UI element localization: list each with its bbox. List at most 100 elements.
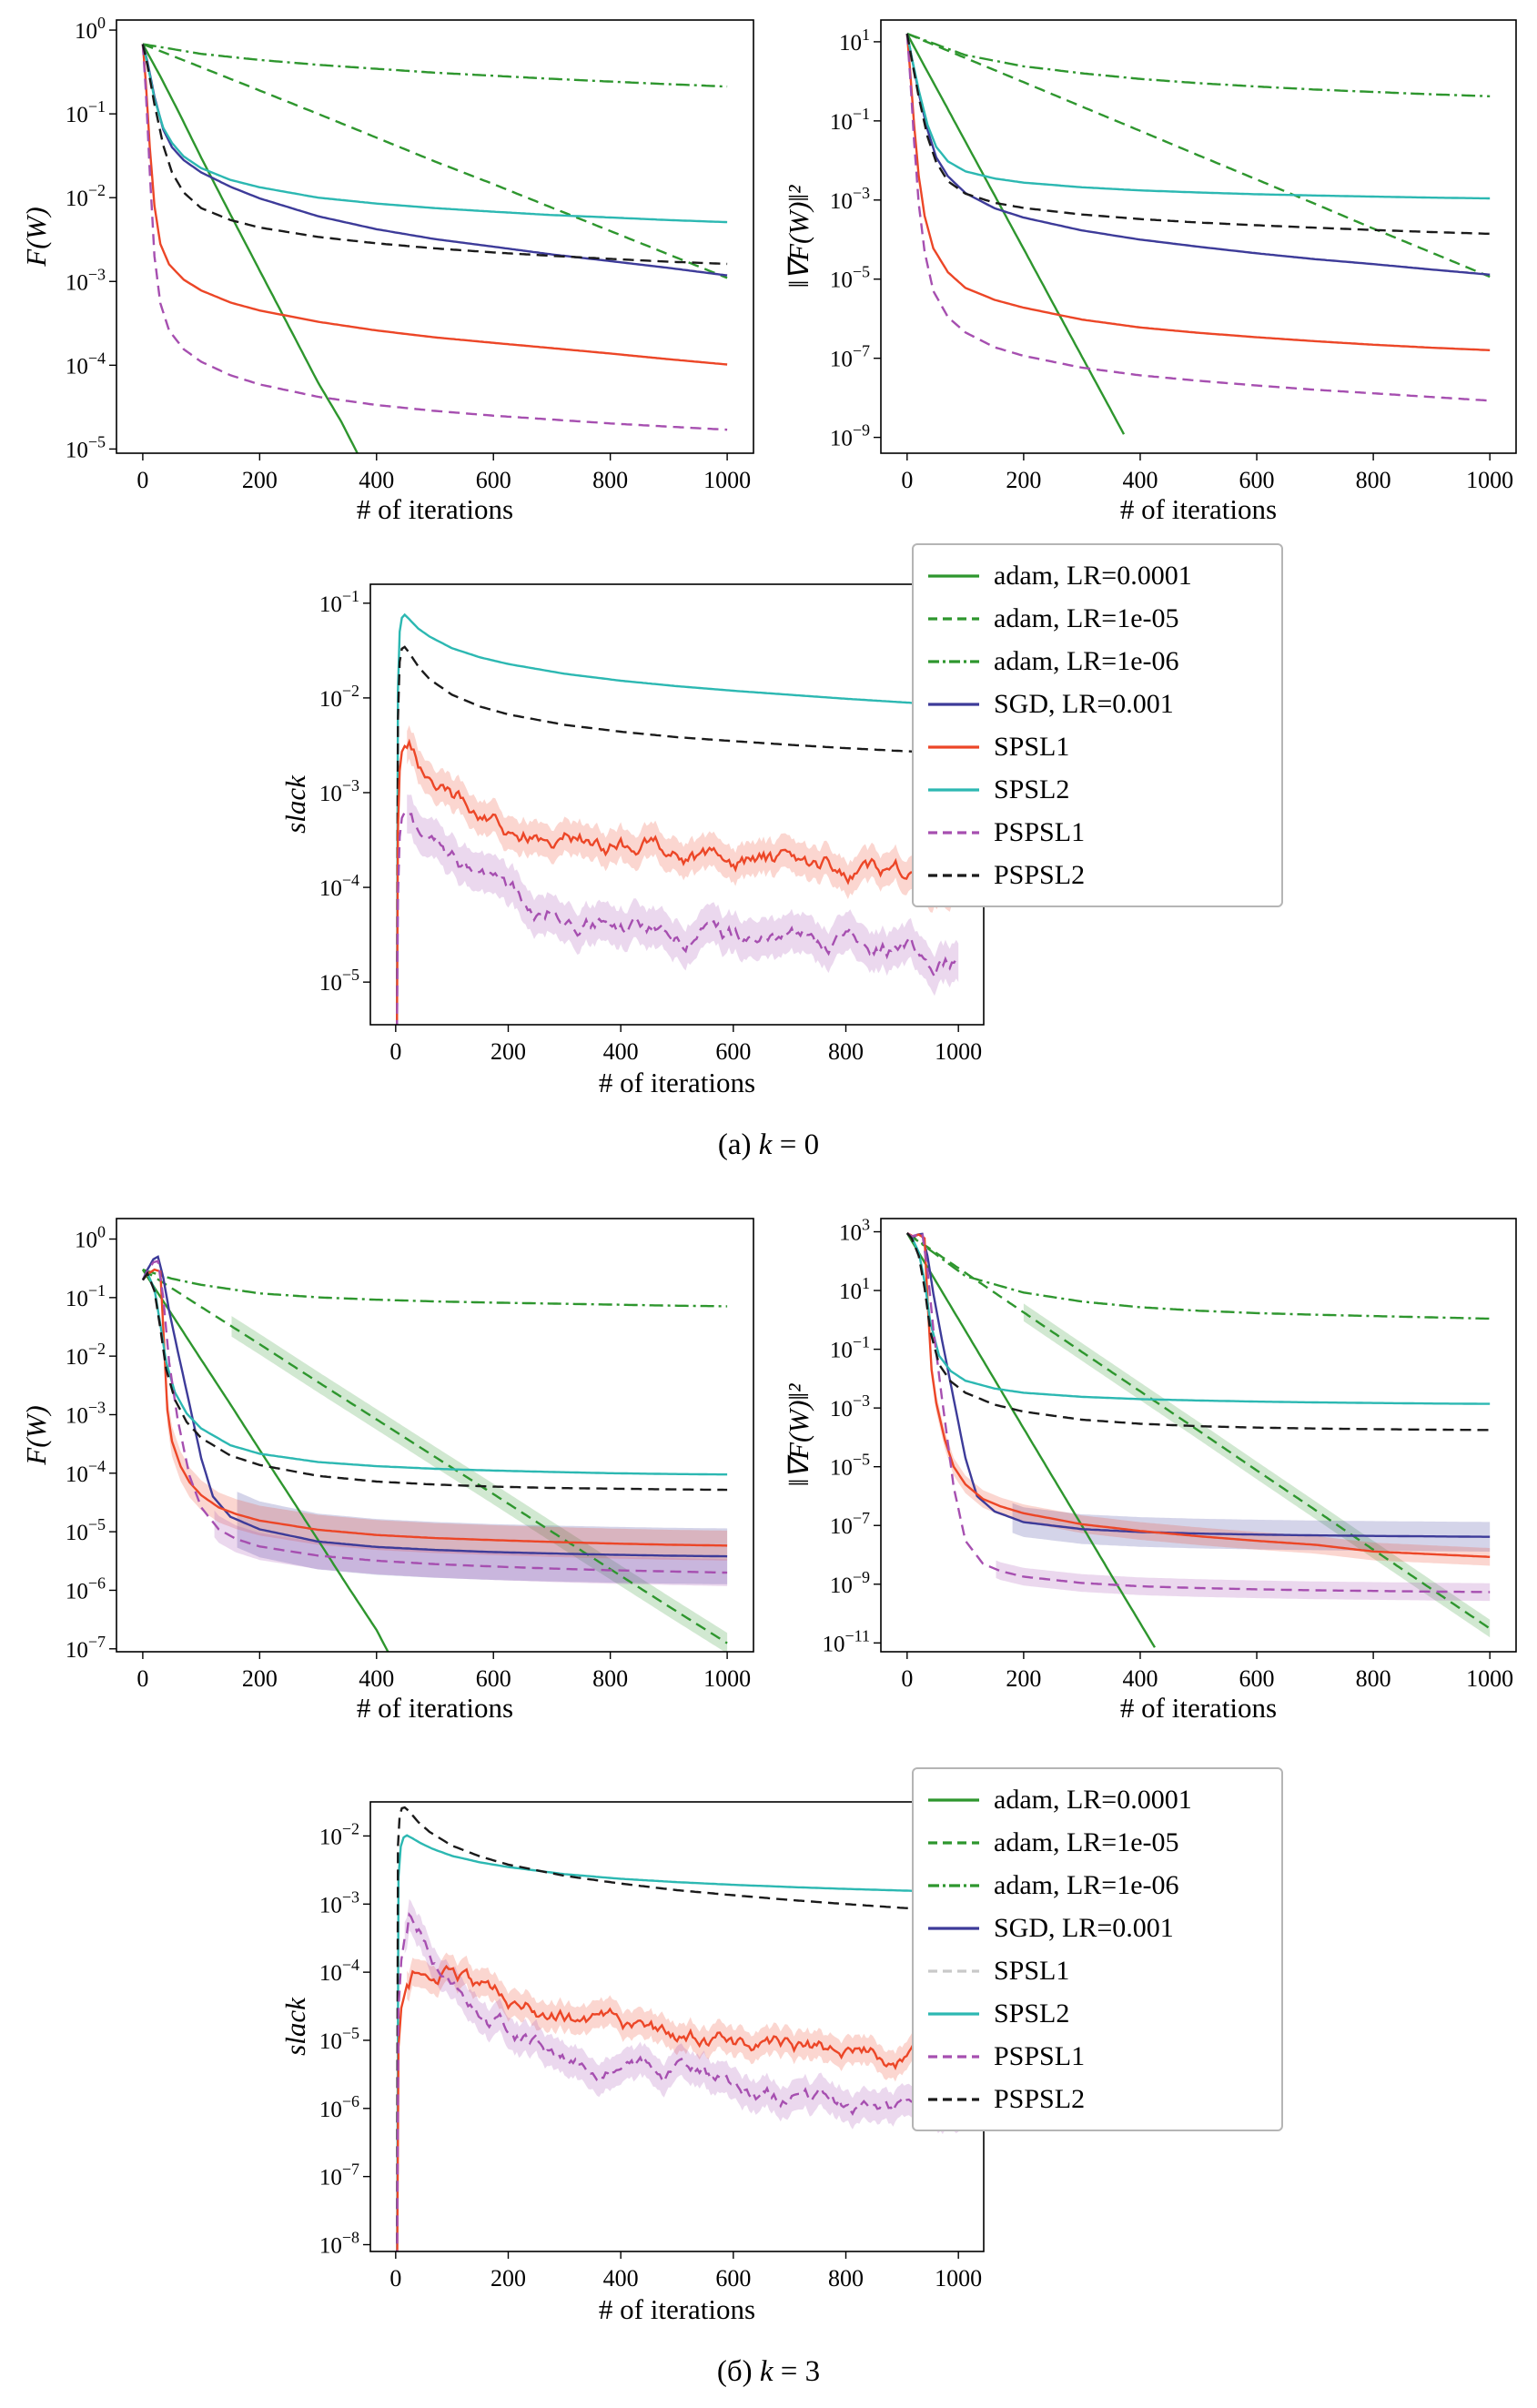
x-tick-label: 600 [1239,1665,1275,1692]
legend-item-adam-lr-0-0001: adam, LR=0.0001 [926,1778,1265,1821]
y-tick-label: 10−3 [319,1887,359,1917]
x-tick-label: 200 [1006,1665,1041,1692]
x-axis-label: # of iterations [599,1067,755,1098]
y-tick-label: 10−1 [66,97,106,127]
x-tick-label: 200 [490,2265,526,2292]
y-tick-label: 10−5 [830,263,870,293]
x-tick-label: 600 [715,1038,751,1065]
x-tick-label: 400 [359,467,394,493]
x-tick-label: 0 [901,1665,913,1692]
band-sgd-lr-0-001 [1012,1502,1491,1552]
chart-a-loss: 0 200 400 600 800 1000 100 10−1 10−2 10−3 10−4 10−5… [9,7,764,543]
caption-b: (б) k = 3 [0,2355,1537,2389]
series-spsl2 [141,1270,728,1476]
x-tick-label: 600 [715,2265,751,2292]
legend-line-sample-sgd-lr-0-001 [928,1926,979,1930]
legend-line-sample-spsl1 [928,1968,979,1973]
y-tick-label: 101 [839,25,870,56]
legend-line-sample-adam-lr-1e-06 [928,659,979,663]
legend-line-sample-sgd-lr-0-001 [928,702,979,706]
series-spsl1 [905,33,1491,351]
caption-b-prefix: (б) [716,2355,760,2388]
x-tick-label: 800 [592,467,628,493]
legend-label: PSPSL2 [994,859,1086,890]
x-tick-label: 0 [389,2265,401,2292]
y-axis-label: ‖∇F(W)‖² [783,1383,814,1487]
y-tick-label: 10−5 [66,432,106,462]
series-spsl1 [141,44,728,366]
y-axis-label: ‖∇F(W)‖² [783,185,814,288]
y-axis-label: F(W) [20,207,52,267]
axes-frame [880,19,1517,454]
y-tick-label: 101 [839,1274,870,1304]
series-adam-lr-1e-05 [142,1269,728,1644]
x-axis-label: # of iterations [357,493,513,525]
legend-label: PSPSL1 [994,2040,1086,2071]
y-tick-label: 10−2 [66,1340,106,1370]
x-tick-label: 400 [603,1038,639,1065]
y-tick-label: 100 [75,14,106,44]
x-tick-label: 1000 [703,467,751,493]
y-tick-label: 10−9 [830,1568,870,1598]
y-tick-label: 10−7 [830,342,870,372]
y-tick-label: 100 [75,1223,106,1253]
legend-a: adam, LR=0.0001 adam, LR=1e-05 adam, LR=1e… [912,543,1283,907]
series-spsl1 [396,738,959,1025]
legend-label: SGD, LR=0.001 [994,1912,1174,1943]
axes-frame [116,19,754,454]
y-tick-label: 10−4 [66,349,106,379]
y-tick-label: 10−1 [830,1333,870,1363]
series-spsl2 [141,44,728,224]
y-tick-label: 10−3 [66,1398,106,1428]
x-tick-label: 400 [359,1665,394,1692]
y-tick-label: 10−5 [830,1451,870,1481]
series-spsl2 [395,612,959,1025]
series-adam-lr-1e-05 [142,43,728,279]
x-tick-label: 1000 [935,2265,982,2292]
chart-canvas-b-slack: 0 200 400 600 800 1000 10−2 10−3 10−4 10−5 10−6 10−… [279,1801,985,2325]
band-pspsl1 [404,1898,959,2134]
y-tick-label: 10−7 [66,1633,106,1663]
y-tick-label: 10−2 [319,682,359,712]
series-spsl1 [141,1268,728,1547]
series-pspsl2 [395,645,959,1025]
x-tick-label: 400 [1122,1665,1158,1692]
legend-item-pspsl2: PSPSL2 [926,2078,1265,2120]
y-tick-label: 10−3 [319,776,359,806]
y-axis-label: slack [279,1997,311,2056]
y-tick-label: 10−3 [830,184,870,214]
legend-line-sample-adam-lr-1e-05 [928,1840,979,1845]
x-tick-label: 1000 [935,1038,982,1065]
series-adam-lr-1e-06 [142,1268,728,1308]
caption-a-value: = 0 [772,1128,820,1161]
series-adam-lr-0-0001 [905,1232,1157,1648]
legend-item-adam-lr-0-0001: adam, LR=0.0001 [926,554,1265,597]
x-axis-label: # of iterations [599,2293,755,2325]
legend-item-adam-lr-1e-06: adam, LR=1e-06 [926,640,1265,683]
x-tick-label: 800 [828,1038,864,1065]
legend-line-sample-pspsl1 [928,830,979,835]
legend-item-pspsl1: PSPSL1 [926,811,1265,854]
chart-b-loss: 0 200 400 600 800 1000 100 10−1 10−2 10−3 10−4 10−5… [9,1206,764,1742]
y-tick-label: 10−9 [830,421,870,451]
y-tick-label: 10−6 [66,1573,106,1604]
series-spsl1 [906,1231,1491,1558]
legend-line-sample-spsl1 [928,744,979,749]
series-spsl2 [396,1834,959,2251]
legend-item-pspsl1: PSPSL1 [926,2035,1265,2078]
x-tick-label: 800 [828,2265,864,2292]
legend-line-sample-adam-lr-0-0001 [928,573,979,578]
legend-label: PSPSL1 [994,816,1086,847]
series-spsl2 [905,33,1491,200]
chart-canvas-a-fw: 0 200 400 600 800 1000 100 10−1 10−2 10−3 10−4 10−5… [20,14,754,525]
band-pspsl1 [214,1510,728,1586]
legend-line-sample-adam-lr-1e-06 [928,1883,979,1887]
legend-line-sample-adam-lr-0-0001 [928,1797,979,1802]
y-tick-label: 10−8 [319,2229,359,2259]
x-tick-label: 1000 [1466,467,1513,493]
legend-item-adam-lr-1e-05: adam, LR=1e-05 [926,1821,1265,1864]
y-tick-label: 10−1 [830,105,870,135]
legend-label: SPSL1 [994,731,1070,762]
chart-b-slack: 0 200 400 600 800 1000 10−2 10−3 10−4 10−5 10−6 10−… [268,1775,996,2343]
series-pspsl1 [906,1231,1491,1594]
